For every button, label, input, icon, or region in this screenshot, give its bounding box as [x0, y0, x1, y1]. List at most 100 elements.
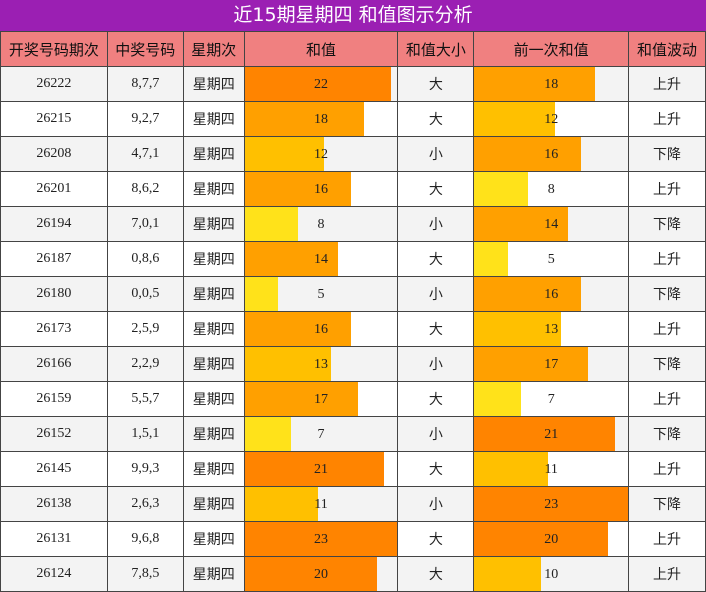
size-cell: 小 [397, 486, 475, 522]
issue-cell: 26145 [0, 451, 108, 487]
sum-cell: 5 [243, 276, 399, 312]
trend-cell: 下降 [628, 206, 706, 242]
sum-cell: 22 [243, 66, 399, 102]
sum-cell-bar [244, 382, 358, 416]
table-row: 26124 7,8,5 星期四 20 大 10 上升 [0, 556, 706, 592]
size-cell: 大 [397, 311, 475, 347]
weekday-cell: 星期四 [182, 101, 245, 137]
header-trend: 和值波动 [628, 31, 706, 67]
issue-cell: 26208 [0, 136, 108, 172]
size-cell: 大 [397, 241, 475, 277]
sum-cell: 17 [243, 381, 399, 417]
sum-cell-bar [244, 67, 391, 101]
size-cell: 小 [397, 276, 475, 312]
sum-cell-bar [244, 347, 331, 381]
prev-sum-cell-bar [474, 102, 555, 136]
prev-sum-cell: 13 [473, 311, 630, 347]
table-row: 26138 2,6,3 星期四 11 小 23 下降 [0, 486, 706, 522]
numbers-cell: 2,6,3 [106, 486, 184, 522]
prev-sum-cell-bar [474, 452, 548, 486]
numbers-cell: 5,5,7 [106, 381, 184, 417]
numbers-cell: 8,7,7 [106, 66, 184, 102]
prev-sum-cell: 10 [473, 556, 630, 592]
prev-sum-cell: 12 [473, 101, 630, 137]
sum-cell-value: 12 [314, 146, 329, 162]
sum-cell-bar [244, 557, 378, 591]
prev-sum-cell: 20 [473, 521, 630, 557]
size-cell: 大 [397, 171, 475, 207]
weekday-cell: 星期四 [182, 136, 245, 172]
table-row: 26187 0,8,6 星期四 14 大 5 上升 [0, 241, 706, 277]
sum-cell-bar [244, 137, 325, 171]
prev-sum-cell-value: 11 [544, 461, 558, 477]
trend-cell: 上升 [628, 381, 706, 417]
prev-sum-cell-bar [474, 417, 615, 451]
prev-sum-cell: 18 [473, 66, 630, 102]
numbers-cell: 2,2,9 [106, 346, 184, 382]
issue-cell: 26124 [0, 556, 108, 592]
sum-cell-bar [244, 277, 278, 311]
prev-sum-cell-bar [474, 382, 522, 416]
issue-cell: 26222 [0, 66, 108, 102]
sum-cell: 16 [243, 311, 399, 347]
numbers-cell: 7,0,1 [106, 206, 184, 242]
prev-sum-cell: 5 [473, 241, 630, 277]
table-row: 26194 7,0,1 星期四 8 小 14 下降 [0, 206, 706, 242]
issue-cell: 26187 [0, 241, 108, 277]
weekday-cell: 星期四 [182, 276, 245, 312]
numbers-cell: 9,6,8 [106, 521, 184, 557]
weekday-cell: 星期四 [182, 346, 245, 382]
sum-cell-value: 11 [314, 496, 328, 512]
table-row: 26208 4,7,1 星期四 12 小 16 下降 [0, 136, 706, 172]
sum-cell: 20 [243, 556, 399, 592]
trend-cell: 上升 [628, 311, 706, 347]
prev-sum-cell-bar [474, 487, 629, 521]
table-body: 26222 8,7,7 星期四 22 大 18 上升 26215 9,2,7 星期四 18 大 12 上升… [0, 66, 706, 592]
size-cell: 小 [397, 416, 475, 452]
numbers-cell: 0,8,6 [106, 241, 184, 277]
table-row: 26131 9,6,8 星期四 23 大 20 上升 [0, 521, 706, 557]
size-cell: 大 [397, 66, 475, 102]
trend-cell: 上升 [628, 241, 706, 277]
size-cell: 小 [397, 206, 475, 242]
page-title: 近15期星期四 和值图示分析 [0, 0, 706, 31]
sum-analysis-table: 开奖号码期次 中奖号码 星期次 和值 和值大小 前一次和值 和值波动 26222… [0, 31, 706, 592]
sum-cell-value: 16 [314, 181, 329, 197]
trend-cell: 上升 [628, 171, 706, 207]
sum-cell: 23 [243, 521, 399, 557]
sum-cell: 7 [243, 416, 399, 452]
sum-cell: 8 [243, 206, 399, 242]
sum-cell-bar [244, 312, 351, 346]
sum-cell: 11 [243, 486, 399, 522]
issue-cell: 26173 [0, 311, 108, 347]
prev-sum-cell: 11 [473, 451, 630, 487]
prev-sum-cell-bar [474, 242, 508, 276]
prev-sum-cell-value: 14 [544, 216, 559, 232]
sum-cell: 16 [243, 171, 399, 207]
issue-cell: 26201 [0, 171, 108, 207]
table-row: 26222 8,7,7 星期四 22 大 18 上升 [0, 66, 706, 102]
trend-cell: 下降 [628, 486, 706, 522]
sum-cell-bar [244, 487, 318, 521]
numbers-cell: 2,5,9 [106, 311, 184, 347]
issue-cell: 26131 [0, 521, 108, 557]
sum-cell: 14 [243, 241, 399, 277]
size-cell: 大 [397, 556, 475, 592]
prev-sum-cell-value: 18 [544, 76, 559, 92]
table-row: 26166 2,2,9 星期四 13 小 17 下降 [0, 346, 706, 382]
table-row: 26201 8,6,2 星期四 16 大 8 上升 [0, 171, 706, 207]
weekday-cell: 星期四 [182, 206, 245, 242]
table-row: 26180 0,0,5 星期四 5 小 16 下降 [0, 276, 706, 312]
issue-cell: 26180 [0, 276, 108, 312]
weekday-cell: 星期四 [182, 486, 245, 522]
prev-sum-cell-bar [474, 137, 582, 171]
table-row: 26145 9,9,3 星期四 21 大 11 上升 [0, 451, 706, 487]
numbers-cell: 1,5,1 [106, 416, 184, 452]
issue-cell: 26159 [0, 381, 108, 417]
header-numbers: 中奖号码 [106, 31, 184, 67]
trend-cell: 上升 [628, 101, 706, 137]
table-row: 26152 1,5,1 星期四 7 小 21 下降 [0, 416, 706, 452]
prev-sum-cell-value: 10 [544, 566, 559, 582]
table-row: 26215 9,2,7 星期四 18 大 12 上升 [0, 101, 706, 137]
